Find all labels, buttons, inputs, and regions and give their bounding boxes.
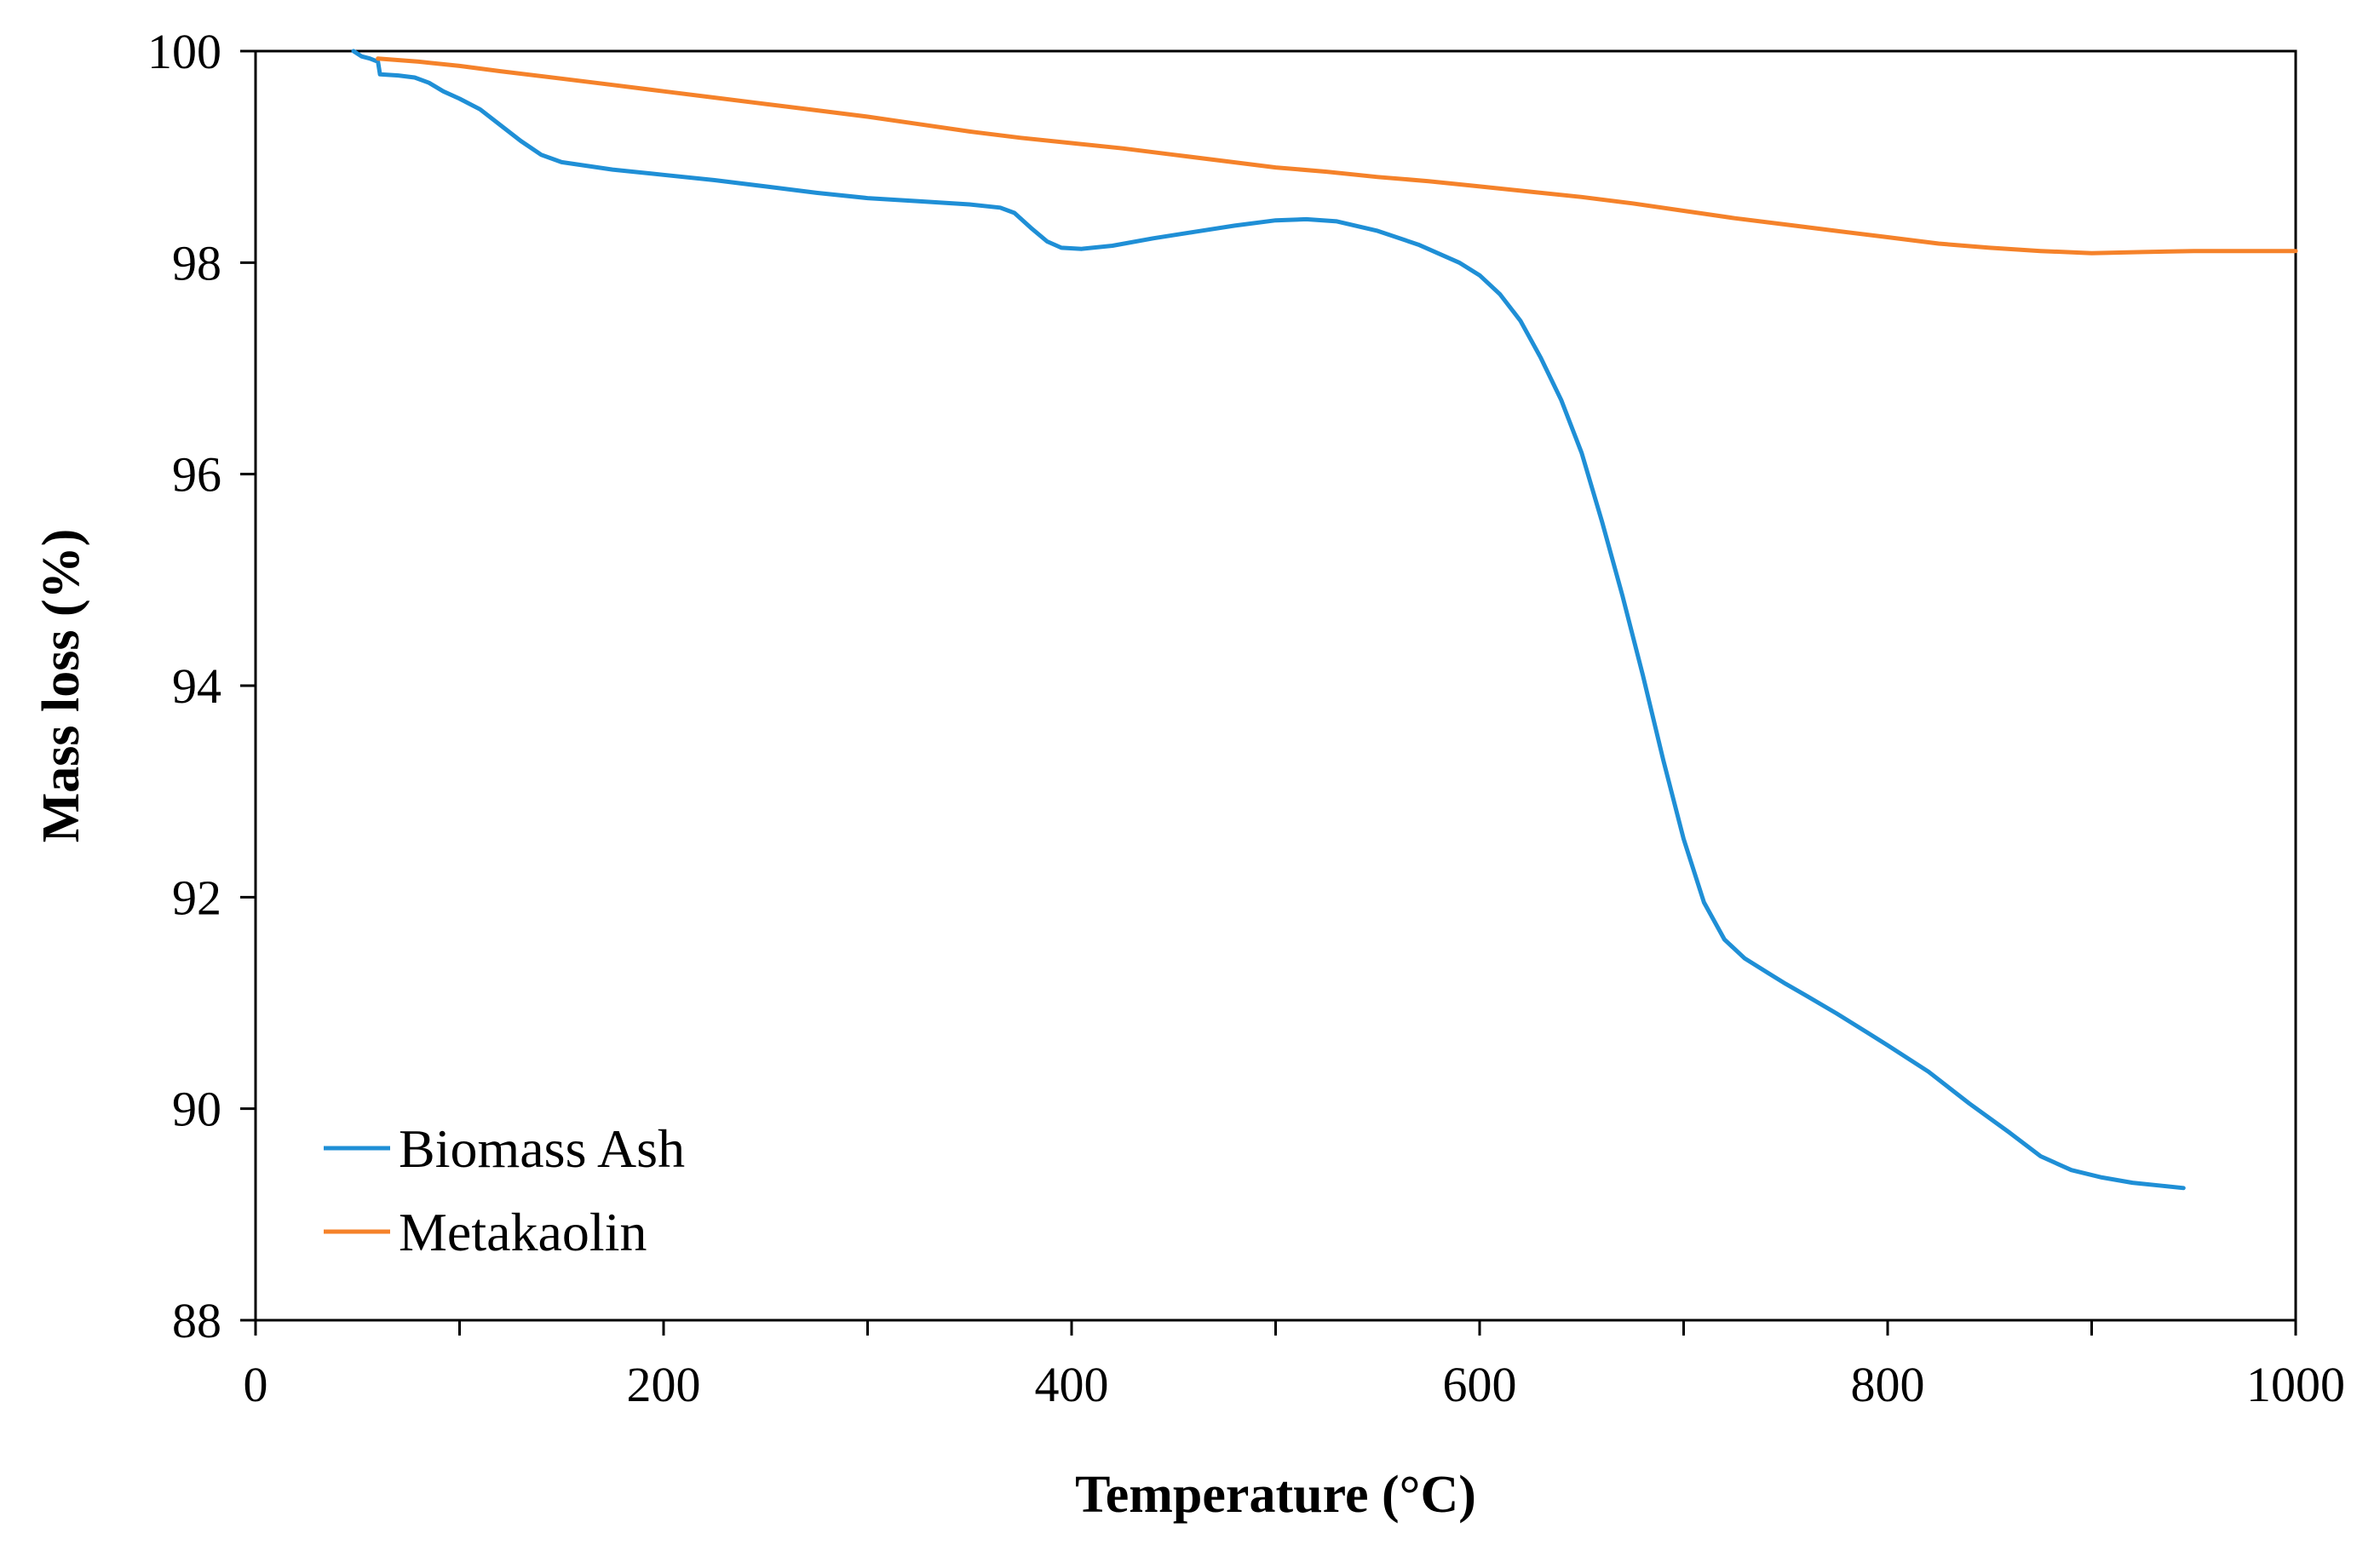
x-tick-label: 800 [1851, 1357, 1925, 1412]
x-tick-label: 1000 [2246, 1357, 2345, 1412]
legend-label-biomass-ash: Biomass Ash [399, 1118, 685, 1179]
y-tick-label: 98 [172, 235, 221, 290]
y-tick-label: 94 [172, 658, 221, 714]
x-tick-label: 600 [1443, 1357, 1517, 1412]
y-tick-label: 96 [172, 447, 221, 503]
series-line-metakaolin [376, 56, 2298, 256]
x-tick-label: 200 [627, 1357, 701, 1412]
y-axis-title: Mass loss (%) [32, 529, 90, 843]
y-tick-label: 100 [147, 24, 221, 79]
y-tick-label: 90 [172, 1082, 221, 1137]
x-axis-title: Temperature (°C) [1075, 1466, 1476, 1524]
legend-label-metakaolin: Metakaolin [399, 1202, 647, 1262]
series-line-biomass-ash [351, 49, 2186, 1191]
x-tick-label: 400 [1035, 1357, 1109, 1412]
y-tick-label: 92 [172, 870, 221, 925]
x-tick-label: 0 [244, 1357, 268, 1412]
y-tick-label: 88 [172, 1293, 221, 1348]
